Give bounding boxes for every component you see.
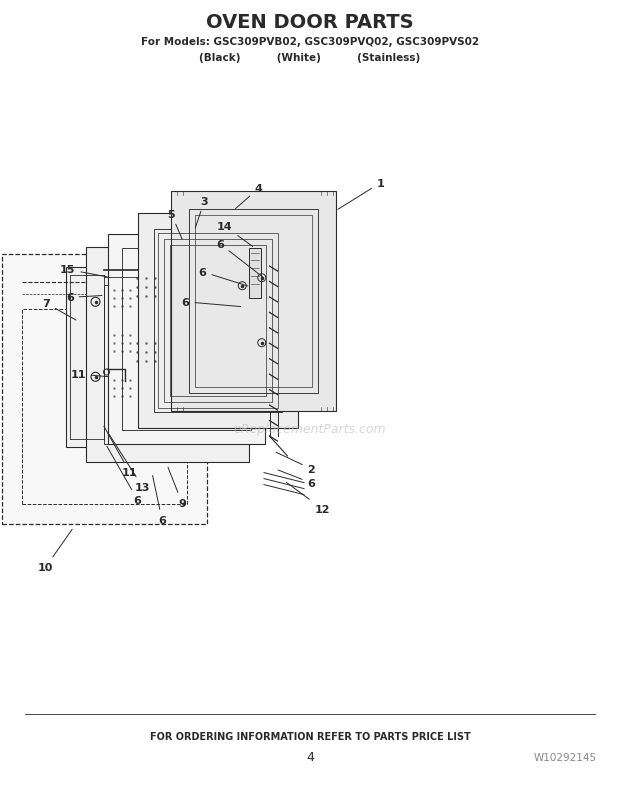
Text: 14: 14 [217, 222, 253, 247]
Text: FOR ORDERING INFORMATION REFER TO PARTS PRICE LIST: FOR ORDERING INFORMATION REFER TO PARTS … [149, 731, 471, 741]
Text: 9: 9 [168, 468, 186, 508]
Text: 6: 6 [66, 293, 102, 303]
Polygon shape [2, 255, 207, 525]
Text: 11: 11 [71, 370, 108, 379]
Text: 1: 1 [338, 179, 384, 210]
Text: 6: 6 [182, 298, 241, 307]
Polygon shape [86, 248, 249, 462]
Text: eReplacementParts.com: eReplacementParts.com [234, 423, 386, 436]
Text: 6: 6 [216, 240, 263, 277]
Text: 6: 6 [153, 476, 166, 525]
Text: 2: 2 [276, 452, 316, 475]
Text: 7: 7 [42, 299, 76, 321]
Text: 13: 13 [109, 435, 150, 492]
Text: 15: 15 [60, 265, 107, 277]
Text: 4: 4 [306, 751, 314, 764]
Text: For Models: GSC309PVB02, GSC309PVQ02, GSC309PVS02: For Models: GSC309PVB02, GSC309PVQ02, GS… [141, 37, 479, 47]
Polygon shape [249, 249, 261, 299]
Text: 6: 6 [198, 267, 248, 286]
Text: 11: 11 [104, 427, 137, 477]
Text: 10: 10 [38, 529, 72, 573]
Polygon shape [170, 192, 335, 411]
Text: OVEN DOOR PARTS: OVEN DOOR PARTS [206, 13, 414, 31]
Text: 6: 6 [278, 471, 316, 488]
Text: 6: 6 [107, 447, 141, 505]
Text: W10292145: W10292145 [533, 752, 596, 762]
Text: 3: 3 [195, 196, 208, 229]
Text: 4: 4 [236, 184, 262, 209]
Text: (Black)          (White)          (Stainless): (Black) (White) (Stainless) [200, 53, 420, 63]
Text: 12: 12 [286, 483, 330, 514]
Polygon shape [108, 234, 265, 444]
Text: 5: 5 [167, 209, 182, 240]
Polygon shape [138, 214, 298, 429]
Polygon shape [66, 268, 108, 448]
